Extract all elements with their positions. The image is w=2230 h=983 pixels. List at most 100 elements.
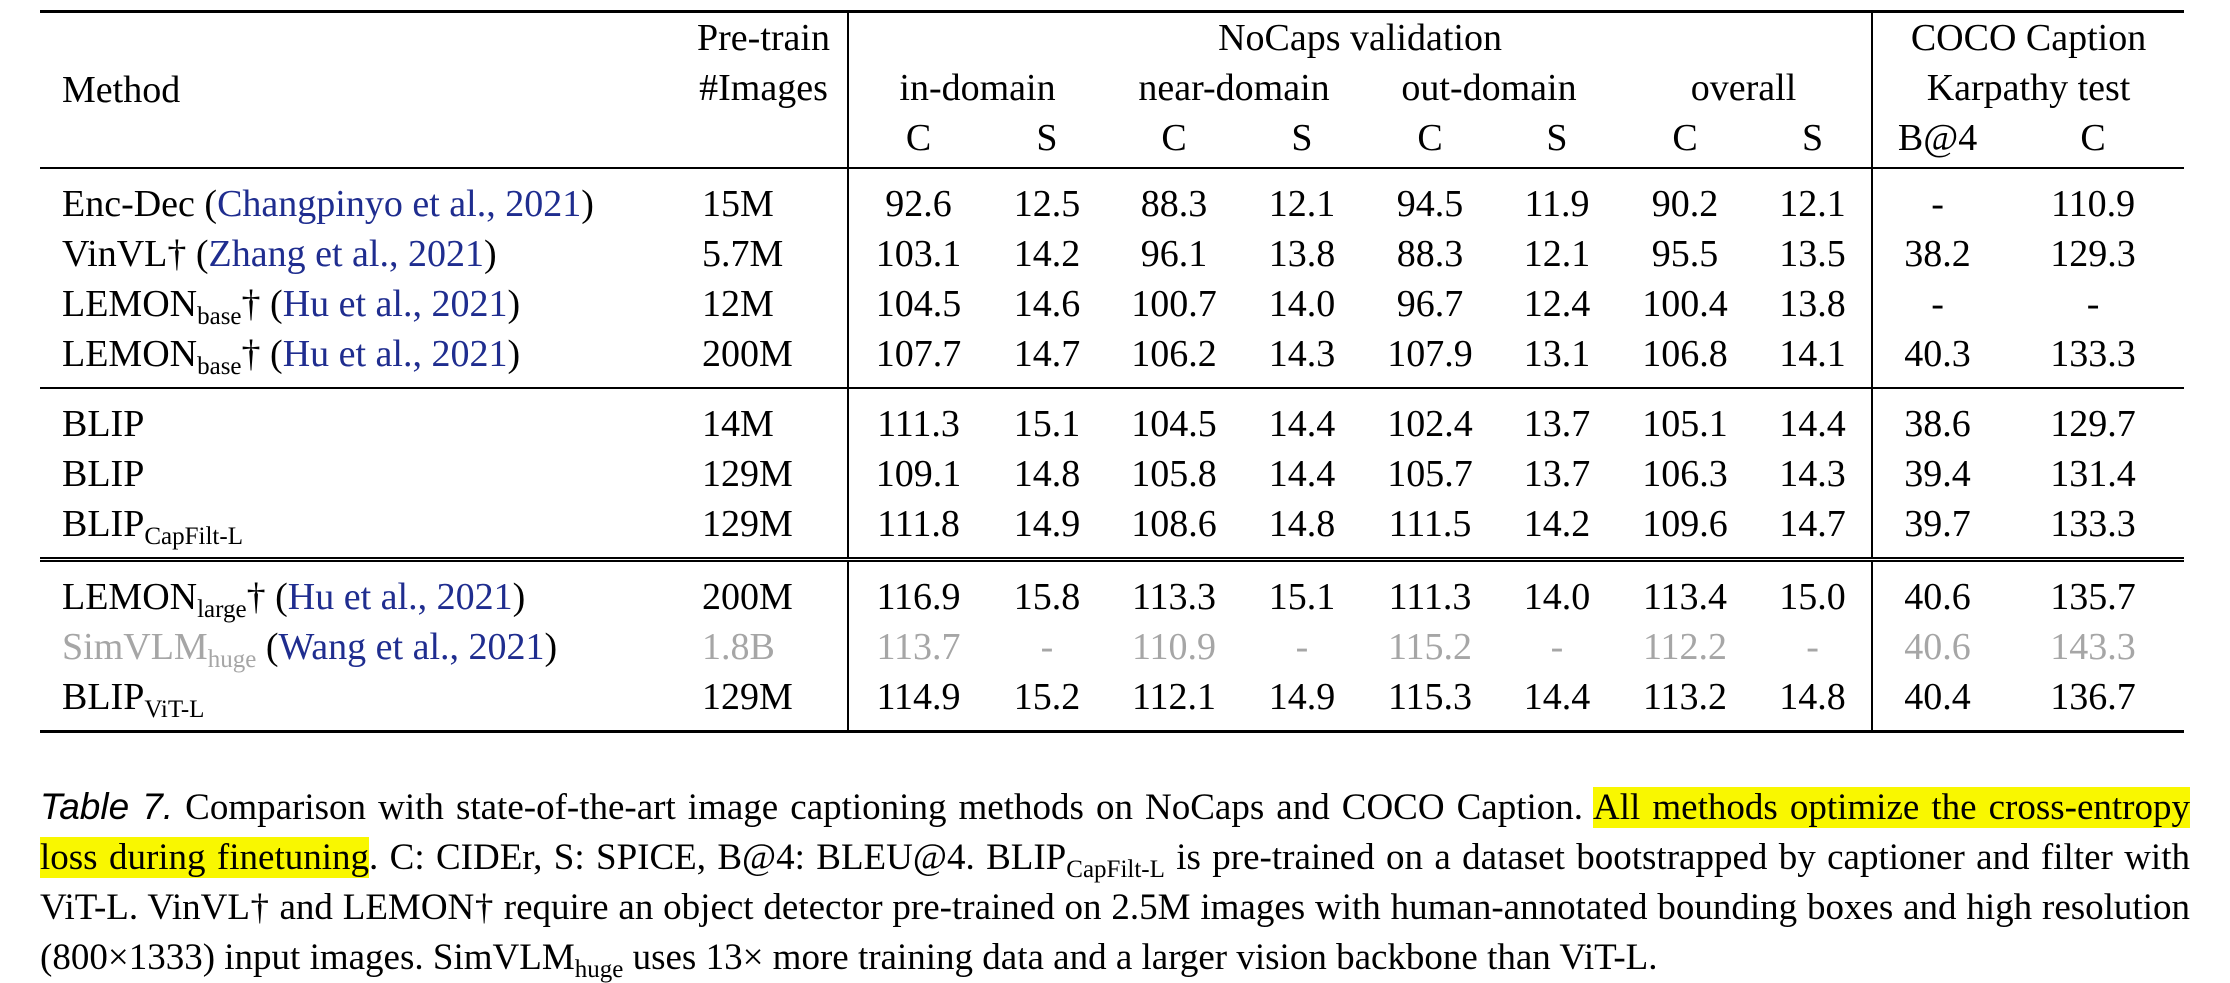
header-method: Method <box>40 10 680 168</box>
pretrain-images-cell: 129M <box>680 672 849 733</box>
metric-value-cell: 15.8 <box>988 557 1106 622</box>
metric-value-cell: 14.0 <box>1268 283 1336 325</box>
metric-value-cell: 95.5 <box>1651 233 1719 275</box>
metric-value-cell: 88.3 <box>1396 233 1464 275</box>
method-cell: BLIPCapFilt-L <box>40 499 680 560</box>
metric-value-cell: - <box>1931 283 1944 325</box>
metric-value-cell: 13.7 <box>1498 387 1616 449</box>
metric-value-cell: 116.9 <box>848 557 988 622</box>
metric-value-cell: 133.3 <box>2050 333 2136 375</box>
metric-value-cell: 40.6 <box>1904 626 1971 668</box>
metric-value-cell: 14.3 <box>1268 333 1336 375</box>
results-table-container: Method Pre-train #Images NoCaps validati… <box>40 10 2185 733</box>
header-overall: overall <box>1616 63 1874 113</box>
pretrain-images-cell: 129M <box>680 499 849 560</box>
metric-value-cell: 92.6 <box>848 167 988 229</box>
method-cell: LEMONbase† (Hu et al., 2021) <box>40 279 680 329</box>
metric-value-cell: 39.7 <box>1904 503 1971 545</box>
metric-value-cell: 112.1 <box>1106 672 1242 733</box>
citation-close-paren: ) <box>581 183 594 225</box>
metric-value-cell: 110.9 <box>1131 626 1217 668</box>
header-near-domain: near-domain <box>1138 67 1330 109</box>
table-row: BLIP 129M 109.1 14.8 105.8 14.4 105.7 13.7 106.3… <box>40 449 2184 499</box>
pretrain-images-cell: 200M <box>680 557 849 622</box>
metric-value-cell: 14.8 <box>1268 503 1336 545</box>
method-cell: BLIP <box>40 387 680 449</box>
header-coco-group-line2: Karpathy test <box>1926 67 2131 109</box>
metric-value-cell: 15.1 <box>1242 557 1362 622</box>
metric-value-cell: 96.7 <box>1396 283 1464 325</box>
metric-value-cell: 107.9 <box>1387 333 1473 375</box>
metric-value-cell: 15.2 <box>988 672 1106 733</box>
caption-text: Comparison with state-of-the-art image c… <box>173 787 1594 828</box>
metric-value-cell: 135.7 <box>2002 557 2185 622</box>
metric-value-cell: 14.4 <box>1268 453 1336 495</box>
metric-value-cell: 106.3 <box>1642 453 1728 495</box>
method-name: LEMON <box>62 283 198 325</box>
metric-value-cell: 113.4 <box>1616 557 1754 622</box>
method-subscript: huge <box>207 646 257 673</box>
metric-value-cell: 105.8 <box>1131 453 1217 495</box>
method-cell: LEMONlarge† (Hu et al., 2021) <box>40 557 680 622</box>
header-metric: S <box>1291 117 1313 159</box>
citation-link[interactable]: Zhang et al., 2021 <box>208 233 484 275</box>
citation-link[interactable]: Wang et al., 2021 <box>278 626 545 668</box>
metric-value-cell: 15.0 <box>1754 557 1874 622</box>
metric-value-cell: - <box>1040 626 1054 668</box>
method-name: LEMON <box>62 333 198 375</box>
header-coco-group-line1: COCO Caption <box>1872 10 2185 63</box>
metric-value-cell: 13.5 <box>1754 229 1874 279</box>
citation-link[interactable]: Hu et al., 2021 <box>282 333 508 375</box>
metric-value-cell: 109.6 <box>1642 503 1728 545</box>
metric-value-cell: - <box>1550 626 1564 668</box>
dagger-mark: † <box>241 333 261 375</box>
table-row: LEMONlarge† (Hu et al., 2021) 200M 116.9 15… <box>40 557 2185 622</box>
caption-text: uses 13× more training data and a larger… <box>623 937 1658 978</box>
metric-value-cell: 90.2 <box>1616 167 1754 229</box>
citation-link[interactable]: Changpinyo et al., 2021 <box>217 183 582 225</box>
metric-value-cell: 105.1 <box>1616 387 1754 449</box>
metric-value-cell: 106.8 <box>1642 333 1728 375</box>
metric-value-cell: 131.4 <box>2050 453 2136 495</box>
metric-value-cell: 12.1 <box>1523 233 1591 275</box>
metric-value-cell: 100.4 <box>1642 283 1728 325</box>
method-cell: BLIPViT-L <box>40 672 680 733</box>
citation-link[interactable]: Hu et al., 2021 <box>287 576 513 618</box>
metric-value-cell: 105.7 <box>1387 453 1473 495</box>
metric-value-cell: 40.6 <box>1872 557 2003 622</box>
method-name: BLIP <box>62 403 145 445</box>
metric-value-cell: 110.9 <box>2002 167 2185 229</box>
citation-open-paren: ( <box>194 183 218 225</box>
header-in-domain: in-domain <box>899 67 1056 109</box>
table-row: BLIP 14M 111.3 15.1 104.5 14.4 102.4 13.7 105.1 1… <box>40 387 2185 449</box>
header-nocaps-group: NoCaps validation <box>848 10 1874 63</box>
citation-close-paren: ) <box>507 333 521 375</box>
metric-value-cell: 14.7 <box>1754 499 1874 560</box>
dagger-mark: † <box>241 283 261 325</box>
metric-value-cell: 100.7 <box>1131 283 1217 325</box>
results-table: Method Pre-train #Images NoCaps validati… <box>40 10 2185 733</box>
metric-value-cell: 13.8 <box>1754 279 1874 329</box>
method-name: Enc-Dec <box>62 183 195 225</box>
method-subscript: base <box>197 303 242 330</box>
metric-value-cell: 13.7 <box>1523 453 1591 495</box>
metric-value-cell: 102.4 <box>1362 387 1498 449</box>
header-metric: C <box>1417 117 1443 159</box>
metric-value-cell: 14.0 <box>1498 557 1616 622</box>
metric-value-cell: 40.4 <box>1872 672 2003 733</box>
citation-link[interactable]: Hu et al., 2021 <box>282 283 508 325</box>
method-cell: BLIP <box>40 449 680 499</box>
citation-open-paren: ( <box>256 626 279 668</box>
pretrain-images-cell: 1.8B <box>680 622 849 672</box>
metric-value-cell: 107.7 <box>875 333 962 375</box>
metric-value-cell: 94.5 <box>1362 167 1498 229</box>
header-metric: C <box>2080 117 2106 159</box>
metric-value-cell: 111.5 <box>1388 503 1472 545</box>
header-metric: C <box>1672 117 1698 159</box>
metric-value-cell: 14.7 <box>1013 333 1081 375</box>
metric-value-cell: 14.2 <box>1013 233 1081 275</box>
header-pretrain: Pre-train #Images <box>680 10 849 113</box>
metric-value-cell: 111.3 <box>848 387 988 449</box>
metric-value-cell: 109.1 <box>875 453 962 495</box>
method-name: SimVLM <box>62 626 208 668</box>
